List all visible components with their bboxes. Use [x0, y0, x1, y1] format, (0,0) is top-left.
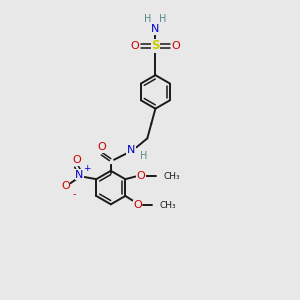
Text: N: N [151, 24, 160, 34]
Text: -: - [72, 190, 76, 200]
Text: H: H [159, 14, 167, 24]
Text: O: O [133, 200, 142, 210]
Text: O: O [97, 142, 106, 152]
Text: O: O [72, 155, 81, 165]
Text: H: H [144, 14, 152, 24]
Text: CH₃: CH₃ [163, 172, 180, 181]
Text: H: H [140, 152, 148, 161]
Text: +: + [83, 164, 91, 173]
Text: S: S [151, 40, 160, 52]
Text: O: O [131, 41, 140, 51]
Text: N: N [75, 170, 84, 180]
Text: O: O [136, 172, 146, 182]
Text: O: O [171, 41, 180, 51]
Text: O: O [61, 182, 70, 191]
Text: CH₃: CH₃ [160, 201, 176, 210]
Text: N: N [127, 145, 135, 155]
